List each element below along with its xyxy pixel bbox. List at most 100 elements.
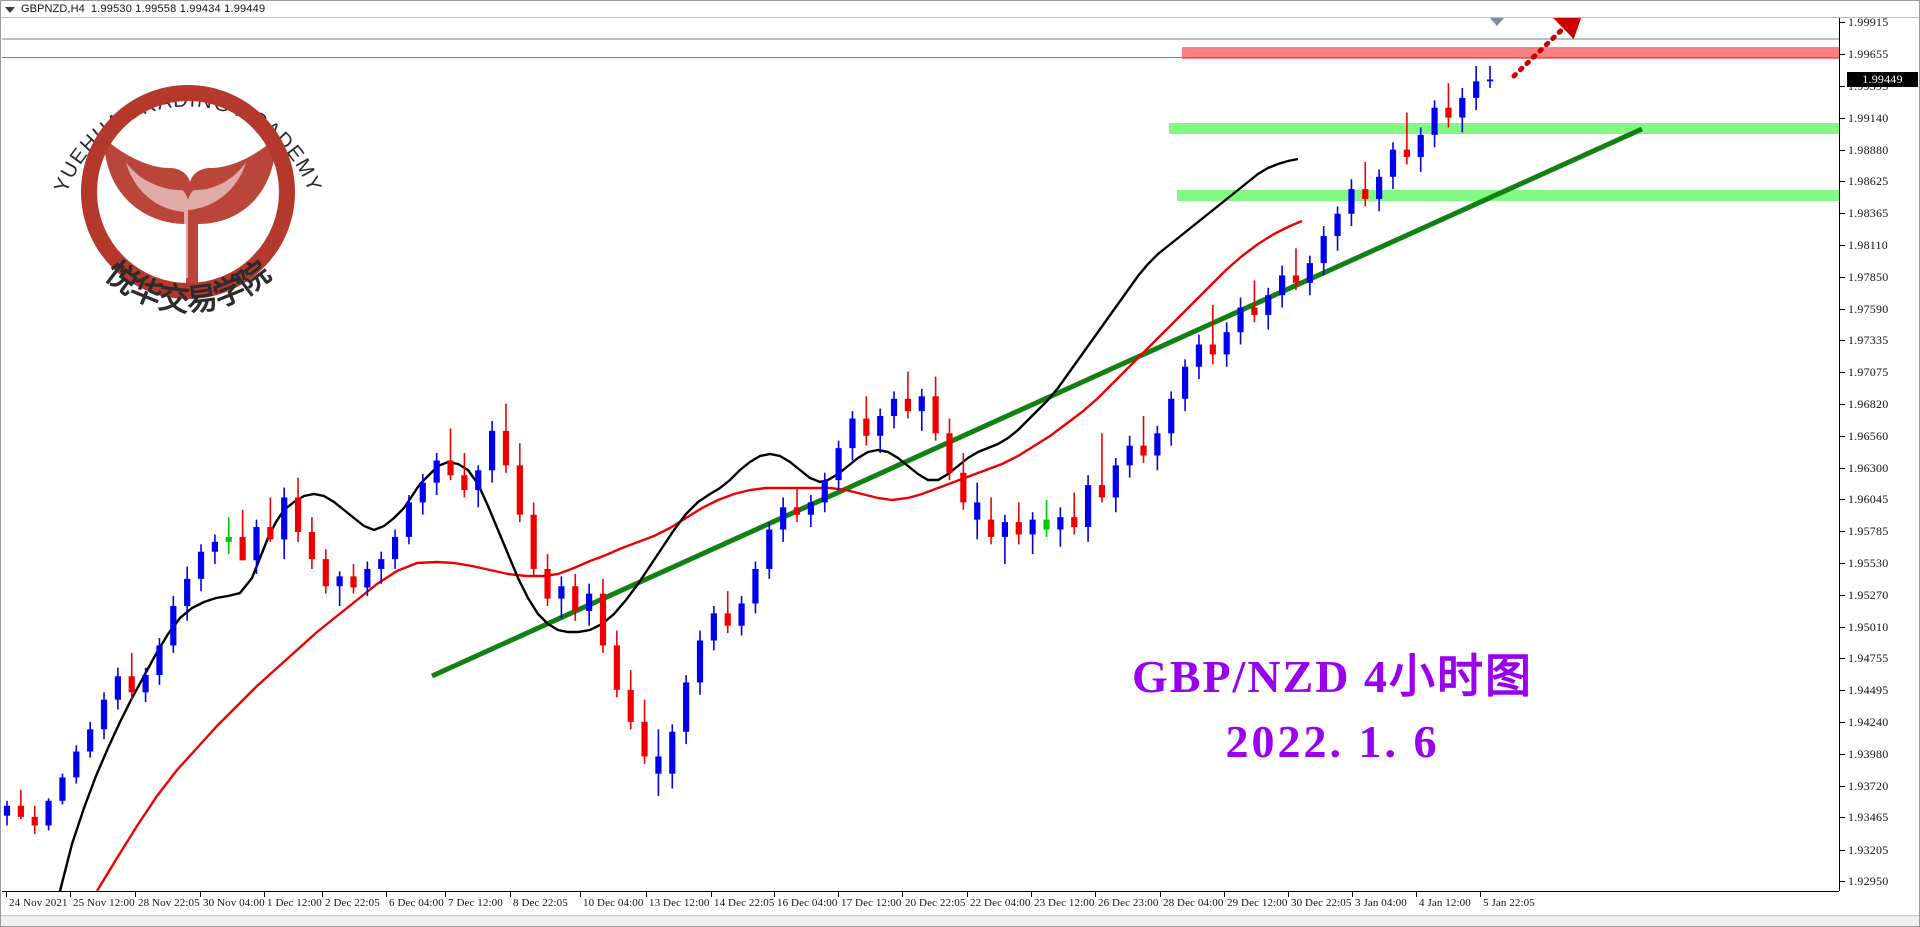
price-axis-tick: 1.92950 — [1840, 874, 1888, 888]
price-axis-tick: 1.95270 — [1840, 588, 1888, 602]
candlestick — [45, 798, 52, 831]
price-axis-tick: 1.94495 — [1840, 683, 1888, 697]
candlestick — [766, 522, 773, 579]
candlestick — [73, 745, 80, 784]
price-axis-tick: 1.93980 — [1840, 747, 1888, 761]
candlestick — [530, 502, 537, 577]
candlestick — [1362, 161, 1369, 207]
price-axis-tick: 1.96045 — [1840, 492, 1888, 506]
price-axis-tick: 1.98625 — [1840, 174, 1888, 188]
chart-period-marker[interactable] — [1490, 18, 1504, 26]
candlestick — [1223, 322, 1230, 367]
chart-plot-area[interactable]: YUEHUA TRADING ACADEMY 悦华交易学院 GBP/NZD 4小… — [2, 18, 1839, 891]
price-axis-tick: 1.99915 — [1840, 15, 1888, 29]
candlestick — [1140, 416, 1147, 463]
candlestick — [627, 670, 634, 730]
candlestick — [807, 494, 814, 528]
candlestick — [1486, 66, 1494, 88]
candlestick — [1043, 499, 1050, 537]
candlestick — [350, 564, 357, 594]
current-price-value: 1.99449 — [1862, 72, 1903, 87]
price-axis-tick: 1.99655 — [1840, 47, 1888, 61]
candlestick — [1057, 507, 1064, 547]
candlestick — [308, 517, 316, 569]
candlestick — [405, 494, 413, 545]
price-axis-tick: 1.94240 — [1840, 715, 1888, 729]
candlestick — [1320, 226, 1327, 276]
chart-header-bar: GBPNZD,H4 1.99530 1.99558 1.99434 1.9944… — [1, 1, 1919, 18]
candlestick — [253, 519, 260, 574]
candlestick — [586, 583, 593, 626]
candlestick — [170, 596, 177, 653]
candlestick — [1195, 334, 1203, 380]
candlestick — [558, 576, 565, 619]
ohlc-values: 1.99530 1.99558 1.99434 1.99449 — [90, 3, 266, 15]
candlestick — [1168, 391, 1175, 446]
symbol-label: GBPNZD,H4 — [21, 3, 85, 15]
candlestick — [1376, 169, 1383, 212]
price-axis-tick: 1.96820 — [1840, 397, 1888, 411]
candlestick — [1459, 87, 1466, 133]
candlestick — [1084, 475, 1092, 542]
price-axis-tick: 1.93720 — [1840, 779, 1888, 793]
price-axis-tick: 1.97850 — [1840, 270, 1888, 284]
candlestick — [489, 420, 496, 483]
candlestick — [1029, 512, 1036, 555]
candlestick — [1251, 280, 1258, 323]
candlestick — [1348, 179, 1355, 227]
candlestick — [1431, 100, 1438, 148]
candlestick — [544, 554, 551, 606]
candlestick — [322, 549, 329, 594]
price-axis-tick: 1.99140 — [1840, 111, 1888, 125]
candlestick — [31, 805, 38, 835]
time-axis[interactable]: 24 Nov 2021 25 Nov 12:00 28 Nov 22:05 30 No… — [2, 891, 1839, 915]
candlestick — [225, 517, 232, 555]
price-axis-tick: 1.95785 — [1840, 524, 1888, 538]
ma-slow-line — [95, 219, 1303, 891]
price-axis-tick: 1.97590 — [1840, 302, 1888, 316]
price-axis-tick: 1.98880 — [1840, 143, 1888, 157]
candlestick — [599, 578, 607, 653]
candlestick — [59, 773, 66, 805]
candlestick — [738, 596, 745, 636]
candlestick — [502, 403, 510, 473]
candlestick — [211, 534, 218, 565]
ascending-trendline — [430, 126, 1644, 679]
chevron-down-icon[interactable] — [5, 6, 15, 13]
candlestick — [336, 571, 343, 606]
candlestick — [128, 652, 135, 700]
candlestick — [890, 391, 898, 429]
candlestick — [572, 573, 579, 621]
candlestick — [821, 472, 828, 513]
price-axis-tick: 1.96300 — [1840, 461, 1888, 475]
candlestick — [184, 566, 191, 621]
candlestick — [696, 630, 704, 695]
candlestick — [641, 699, 648, 764]
candlestick — [974, 482, 981, 540]
candlestick — [835, 440, 842, 491]
candlestick — [1389, 142, 1397, 190]
candlestick — [987, 497, 995, 545]
candlestick — [87, 721, 94, 758]
candlestick — [613, 630, 620, 698]
candlestick — [863, 396, 870, 446]
candlestick — [1265, 287, 1272, 330]
price-axis[interactable]: 1.99449 1.999151.996551.993951.991401.98… — [1839, 15, 1919, 891]
candlestick — [683, 675, 690, 745]
candlestick — [1071, 492, 1078, 535]
candlestick — [724, 591, 731, 634]
candlestick — [197, 544, 205, 592]
support-zone-lower — [1177, 190, 1839, 201]
price-axis-tick: 1.93465 — [1840, 810, 1888, 824]
candlestick — [793, 487, 801, 523]
candlestick — [1015, 502, 1022, 545]
price-axis-tick: 1.97335 — [1840, 333, 1888, 347]
price-axis-tick: 1.98365 — [1840, 206, 1888, 220]
candlestick — [419, 474, 426, 515]
candlestick — [391, 529, 399, 569]
candlestick — [752, 561, 759, 614]
candlestick — [1473, 66, 1480, 111]
candlestick — [904, 371, 911, 419]
resistance-zone — [1182, 47, 1839, 59]
